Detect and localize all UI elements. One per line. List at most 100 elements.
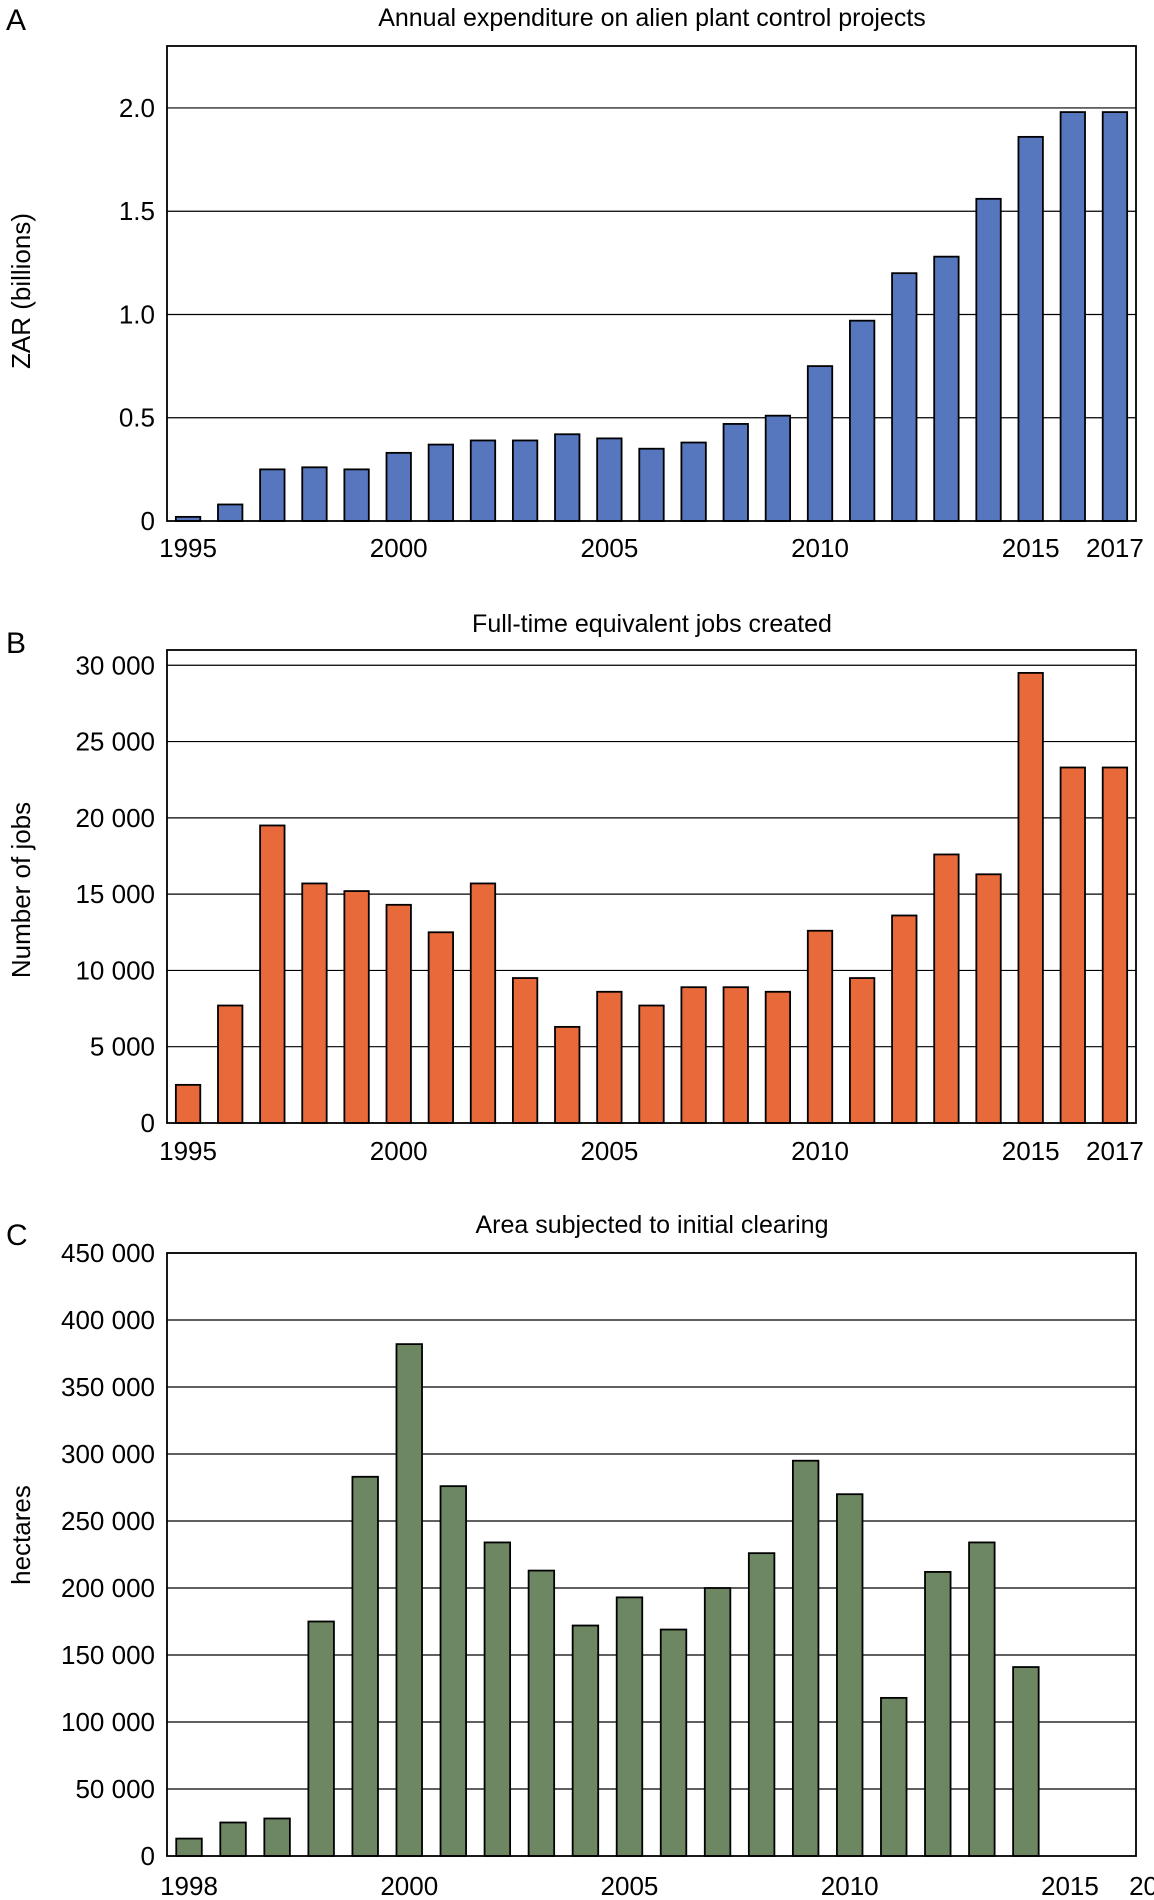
x-tick-label-a: 2015 [1002,533,1060,563]
y-axis-label-b: Number of jobs [6,802,36,978]
x-tick-label-a: 1995 [159,533,217,563]
x-tick-label-a: 2005 [580,533,638,563]
y-axis-label-a: ZAR (billions) [6,213,36,369]
bar-a-2013 [933,255,960,522]
x-tick-label-b: 2000 [370,1136,428,1166]
bar-b-2012 [891,914,918,1124]
y-tick-label-c: 0 [141,1841,155,1871]
y-tick-label-c: 400 000 [61,1305,155,1335]
x-tick-label-a: 2017 [1086,533,1144,563]
y-tick-label-a: 1.5 [119,196,155,226]
y-tick-label-a: 1.0 [119,299,155,329]
bar-a-2007 [680,441,707,522]
bar-b-2009 [764,990,792,1124]
bar-a-2003 [511,439,539,522]
x-tick-label-c: 2000 [380,1871,438,1900]
bar-a-2005 [596,437,623,522]
bar-a-2012 [891,272,918,522]
y-tick-label-b: 30 000 [75,650,155,680]
panel-letter-c: C [6,1219,28,1252]
panel-c: C Area subjected to initial clearing hec… [6,1211,1154,1900]
y-tick-label-a: 0.5 [119,403,155,433]
bar-b-1997 [259,824,286,1124]
bar-b-1999 [343,890,370,1124]
chart-title-a: Annual expenditure on alien plant contro… [378,4,926,32]
chart-title-b: Full-time equivalent jobs created [472,610,832,638]
y-tick-label-c: 250 000 [61,1506,155,1536]
x-tick-label-b: 2017 [1086,1136,1144,1166]
bar-a-1998 [301,466,328,522]
bar-c-b6 [395,1343,423,1857]
y-tick-label-c: 100 000 [61,1707,155,1737]
bar-a-2000 [385,451,412,522]
x-tick-label-b: 2010 [791,1136,849,1166]
bar-c-b11 [615,1596,644,1857]
bar-a-2008 [722,423,749,522]
bar-b-2011 [849,977,876,1124]
y-tick-label-b: 10 000 [75,955,155,985]
y-tick-label-b: 25 000 [75,727,155,757]
y-tick-label-c: 150 000 [61,1640,155,1670]
bar-a-2002 [469,439,497,522]
y-tick-label-c: 350 000 [61,1372,155,1402]
plot-frame-a [166,45,1137,522]
bar-b-2015 [1017,671,1044,1124]
x-tick-label-c: 2017 [1129,1871,1154,1900]
bar-a-2014 [975,197,1002,522]
bar-c-b2 [219,1821,247,1857]
bar-c-b10 [571,1624,600,1857]
bar-b-2003 [511,977,539,1124]
bar-a-2015 [1017,135,1044,522]
bar-b-2014 [975,873,1002,1124]
bar-a-1997 [259,468,286,522]
bar-c-b14 [747,1552,776,1857]
y-tick-label-a: 2.0 [119,93,155,123]
bar-b-2016 [1059,766,1086,1124]
panel-b: B Full-time equivalent jobs created Numb… [6,610,1144,1166]
y-ticks-c: 0 50 000 100 000 150 000 200 000 250 000 300 0… [61,1238,155,1871]
bar-b-1995 [174,1083,202,1124]
x-ticks-c: 1998 2000 2005 2010 2015 2017 [160,1871,1154,1900]
bar-b-2000 [385,903,412,1124]
y-tick-label-a: 0 [141,506,155,536]
plot-frame-c [166,1252,1137,1857]
bar-a-2010 [806,365,834,522]
bar-c-b18 [924,1571,952,1857]
y-tick-label-c: 200 000 [61,1573,155,1603]
plot-frame-b [166,649,1137,1124]
bar-c-b5 [351,1475,379,1857]
x-tick-label-c: 2010 [821,1871,879,1900]
bar-c-b17 [880,1696,908,1857]
bar-a-2001 [427,443,454,522]
y-tick-label-b: 20 000 [75,803,155,833]
bars-c [175,1343,1040,1857]
bar-a-2017 [1101,111,1129,522]
panel-a: A Annual expenditure on alien plant cont… [6,4,1144,563]
bar-c-b15 [791,1459,820,1857]
bar-a-2004 [554,433,581,522]
panel-letter-a: A [6,4,26,37]
x-tick-label-c: 1998 [160,1871,218,1900]
gridlines-b [167,664,1136,1048]
bar-c-b3 [263,1817,291,1857]
bar-b-2010 [806,929,834,1124]
bar-b-2013 [933,853,960,1124]
y-ticks-b: 0 5 000 10 000 15 000 20 000 25 000 30 000 [75,650,155,1138]
bar-c-b8 [483,1541,512,1857]
x-tick-label-c: 2005 [601,1871,659,1900]
bar-a-1996 [217,503,244,522]
bar-b-2005 [596,990,623,1124]
bar-c-b9 [527,1569,556,1857]
bar-b-2001 [427,931,454,1124]
y-tick-label-c: 50 000 [75,1774,155,1804]
x-tick-label-a: 2000 [370,533,428,563]
bars-a [174,111,1129,522]
bar-c-b12 [659,1628,688,1857]
x-ticks-a: 1995 2000 2005 2010 2015 2017 [159,533,1144,563]
bar-b-2006 [638,1004,665,1124]
bar-b-1996 [217,1004,244,1124]
x-tick-label-b: 1995 [159,1136,217,1166]
bar-b-2007 [680,986,707,1124]
y-tick-label-b: 0 [141,1108,155,1138]
x-tick-label-b: 2005 [580,1136,638,1166]
